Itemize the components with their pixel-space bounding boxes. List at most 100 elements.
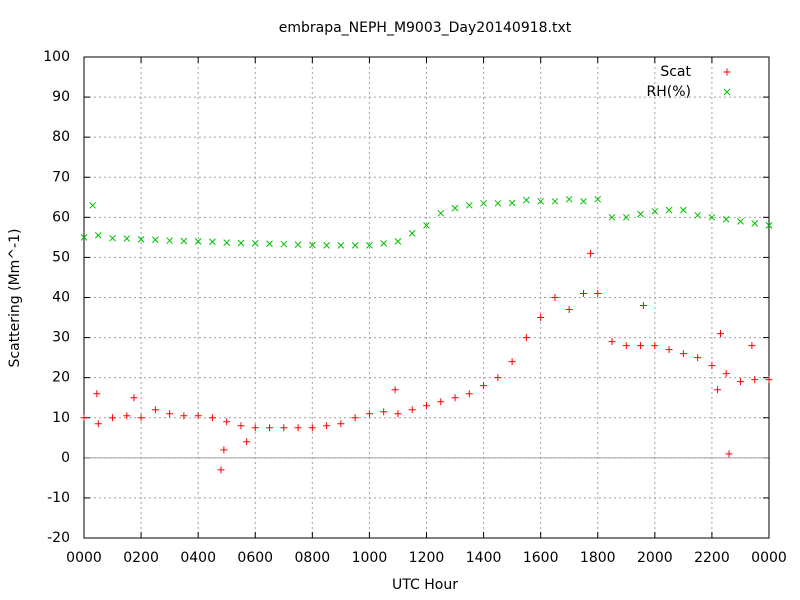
point [266,424,274,432]
point [437,209,445,217]
point [408,230,416,237]
legend-marker [723,68,731,76]
point [237,422,245,430]
point [622,342,630,350]
point [365,410,373,418]
point [93,390,101,398]
point [223,239,231,246]
point [579,289,587,297]
y-tick-label: 0 [61,450,70,466]
point [109,234,116,242]
point [765,376,773,384]
point [308,241,316,249]
point [137,414,145,422]
point [451,394,459,402]
point [109,414,117,422]
point [651,342,659,350]
point [220,446,228,454]
point [243,438,251,446]
point [237,239,245,247]
point [480,199,487,207]
point [708,362,716,370]
point [580,197,587,205]
point [725,450,733,458]
legend-label: Scat [660,64,691,80]
point [465,201,473,209]
y-tick-label: 80 [52,129,70,145]
point [637,342,645,350]
y-tick-label: 50 [52,249,70,265]
point [722,215,730,223]
point [280,424,288,432]
point [537,314,545,322]
point [209,238,216,246]
point [323,422,331,430]
y-tick-label: -20 [47,530,70,546]
point [337,242,345,249]
point [637,210,644,218]
point [639,302,647,310]
point [480,382,488,390]
x-tick-label: 0800 [295,550,331,566]
point [751,376,759,384]
point [337,420,345,428]
point [551,197,559,205]
point [708,213,716,221]
point [451,204,459,212]
point [714,386,722,394]
point [748,342,756,350]
point [123,412,131,420]
x-tick-label: 1000 [352,550,388,566]
point [151,406,159,414]
point [217,466,225,474]
point [736,378,744,386]
point [608,338,616,346]
point [765,221,773,229]
point [680,206,687,214]
point [251,240,259,247]
y-tick-label: -10 [47,490,70,506]
point [608,213,616,221]
legend-label: RH(%) [647,84,691,100]
y-tick-label: 70 [52,169,70,185]
point [294,241,302,248]
point [391,386,399,394]
point [137,236,145,243]
point [394,410,402,418]
point [694,211,701,219]
point [551,294,559,301]
point [722,370,730,378]
point [565,306,573,314]
y-tick-label: 30 [52,330,70,346]
y-tick-label: 100 [43,49,70,65]
point [522,334,530,342]
point [594,289,602,297]
point [351,242,359,249]
point [622,213,630,221]
point [89,201,96,209]
point [423,221,430,229]
point [80,234,88,241]
point [751,219,759,227]
x-axis-label: UTC Hour [392,577,458,593]
point [437,398,445,406]
point [80,414,88,422]
point [508,199,516,207]
point [308,424,316,432]
y-tick-label: 60 [52,209,70,225]
point [665,346,673,354]
point [565,195,573,203]
x-tick-label: 0600 [237,550,273,566]
point [94,420,102,428]
x-tick-label: 1800 [580,550,616,566]
point [423,402,430,410]
point [194,412,202,420]
point [208,414,216,422]
x-tick-label: 0400 [180,550,216,566]
x-tick-label: 1400 [466,550,502,566]
point [394,238,402,245]
chart-title: embrapa_NEPH_M9003_Day20140918.txt [279,20,572,36]
point [366,242,373,249]
point [130,394,138,402]
